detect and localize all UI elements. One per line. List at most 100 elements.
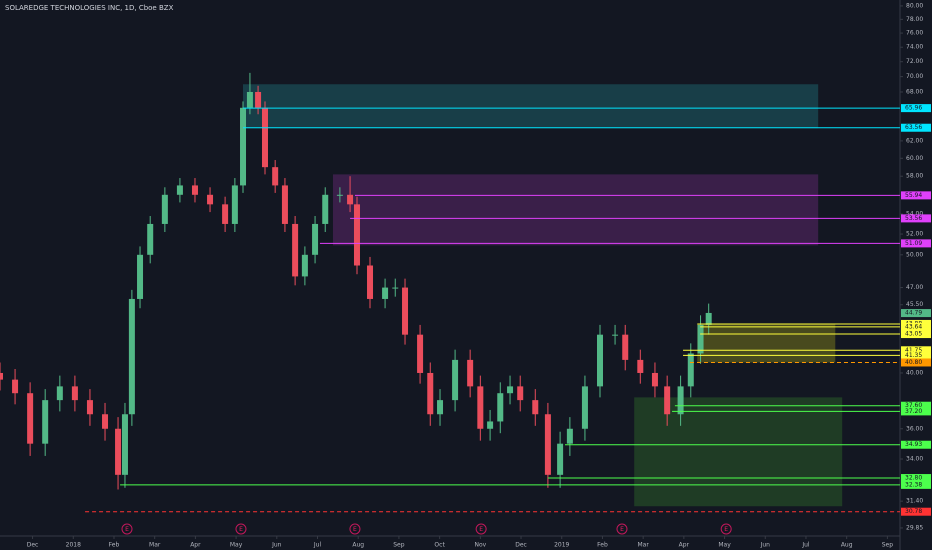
y-tick-label: 76.00 bbox=[906, 30, 923, 37]
candle-body bbox=[281, 185, 288, 224]
y-tick-label: 70.00 bbox=[906, 73, 923, 80]
candle-body bbox=[231, 185, 238, 224]
earnings-label: E bbox=[353, 526, 357, 533]
zone bbox=[697, 323, 836, 363]
x-tick-label: Nov bbox=[474, 542, 486, 549]
x-tick-label: Jun bbox=[760, 542, 771, 549]
level-tag bbox=[901, 401, 931, 410]
zone bbox=[243, 84, 819, 129]
x-tick-label: Apr bbox=[190, 542, 201, 549]
candle-body bbox=[612, 334, 619, 336]
candle-body bbox=[207, 194, 214, 205]
x-tick-label: Mar bbox=[149, 542, 161, 549]
candle-body bbox=[664, 386, 671, 415]
candle-body bbox=[427, 372, 434, 415]
candle-body bbox=[497, 393, 504, 422]
candle-body bbox=[0, 372, 3, 380]
level-tag-label: 43.05 bbox=[905, 331, 922, 338]
x-tick-label: Sep bbox=[393, 542, 405, 549]
x-tick-label: Jun bbox=[271, 542, 282, 549]
candle-body bbox=[517, 386, 524, 401]
y-tick-label: 36.00 bbox=[906, 425, 923, 432]
candle-body bbox=[246, 91, 253, 108]
level-tag-label: 37.60 bbox=[905, 402, 922, 409]
candle-body bbox=[102, 414, 109, 429]
candle-body bbox=[255, 91, 262, 108]
y-tick-label: 45.50 bbox=[906, 301, 923, 308]
level-tag-label: 40.80 bbox=[905, 359, 922, 366]
zone bbox=[634, 397, 843, 507]
candle-body bbox=[382, 287, 389, 299]
x-tick-label: Feb bbox=[597, 542, 608, 549]
y-tick-label: 29.85 bbox=[906, 524, 923, 531]
candle-body bbox=[272, 167, 279, 186]
x-tick-label: Dec bbox=[27, 542, 39, 549]
candle-body bbox=[507, 386, 514, 394]
candle-body bbox=[651, 372, 658, 387]
candle-body bbox=[322, 194, 329, 224]
y-tick-label: 54.00 bbox=[906, 211, 923, 218]
candle-body bbox=[557, 443, 564, 475]
candle-body bbox=[12, 379, 19, 394]
level-tag-label: 63.56 bbox=[905, 124, 922, 131]
candle-body bbox=[347, 194, 354, 205]
x-tick-label: Aug bbox=[352, 542, 364, 549]
earnings-marker bbox=[475, 523, 487, 535]
candle-body bbox=[42, 400, 49, 444]
earnings-marker bbox=[720, 523, 732, 535]
candle-body bbox=[705, 312, 712, 325]
candle-body bbox=[581, 386, 588, 429]
y-tick-label: 62.00 bbox=[906, 137, 923, 144]
level-tag bbox=[901, 104, 931, 113]
y-tick-label: 34.00 bbox=[906, 456, 923, 463]
candle-body bbox=[128, 298, 135, 415]
candle-body bbox=[312, 223, 319, 255]
level-tag bbox=[901, 351, 931, 360]
level-tag-label: 51.09 bbox=[905, 240, 922, 247]
level-tag bbox=[901, 474, 931, 483]
y-tick-label: 60.00 bbox=[906, 155, 923, 162]
candle-body bbox=[637, 359, 644, 373]
earnings-marker bbox=[121, 523, 133, 535]
candle-body bbox=[353, 204, 360, 266]
level-tag-label: 32.38 bbox=[905, 481, 922, 488]
candle-body bbox=[392, 287, 399, 289]
level-tag bbox=[901, 123, 931, 132]
level-tag-label: 41.35 bbox=[905, 352, 922, 359]
candle-body bbox=[27, 393, 34, 444]
level-tag-label: 30.78 bbox=[905, 508, 922, 515]
candle-body bbox=[336, 194, 343, 196]
candle-body bbox=[677, 386, 684, 415]
level-tag bbox=[901, 407, 931, 416]
candle-body bbox=[566, 428, 573, 444]
level-tag bbox=[901, 191, 931, 200]
current-price-tag bbox=[901, 309, 931, 318]
level-tag-label: 34.93 bbox=[905, 441, 922, 448]
level-tag-label: 55.94 bbox=[905, 192, 922, 199]
candle-body bbox=[56, 386, 63, 401]
x-tick-label: Mar bbox=[637, 542, 649, 549]
level-tag bbox=[901, 480, 931, 489]
y-tick-label: 78.00 bbox=[906, 16, 923, 23]
level-tag bbox=[901, 507, 931, 516]
y-tick-label: 80.00 bbox=[906, 2, 923, 9]
x-tick-label: Feb bbox=[109, 542, 120, 549]
y-tick-label: 31.40 bbox=[906, 498, 923, 505]
candle-body bbox=[597, 334, 603, 387]
x-tick-label: 2018 bbox=[66, 542, 81, 549]
level-tag-label: 53.56 bbox=[905, 215, 922, 222]
earnings-marker bbox=[616, 523, 628, 535]
candle-body bbox=[147, 223, 154, 255]
candle-body bbox=[137, 254, 144, 299]
y-tick-label: 58.00 bbox=[906, 173, 923, 180]
level-tag bbox=[901, 330, 931, 339]
candle-body bbox=[477, 386, 484, 429]
candle-body bbox=[222, 204, 229, 224]
candle-body bbox=[86, 400, 93, 415]
level-tag-label: 43.64 bbox=[905, 323, 922, 330]
earnings-label: E bbox=[724, 526, 728, 533]
chart-title: SOLAREDGE TECHNOLOGIES INC, 1D, Cboe BZX bbox=[5, 4, 174, 12]
x-tick-label: May bbox=[230, 542, 243, 549]
level-tag bbox=[901, 239, 931, 248]
